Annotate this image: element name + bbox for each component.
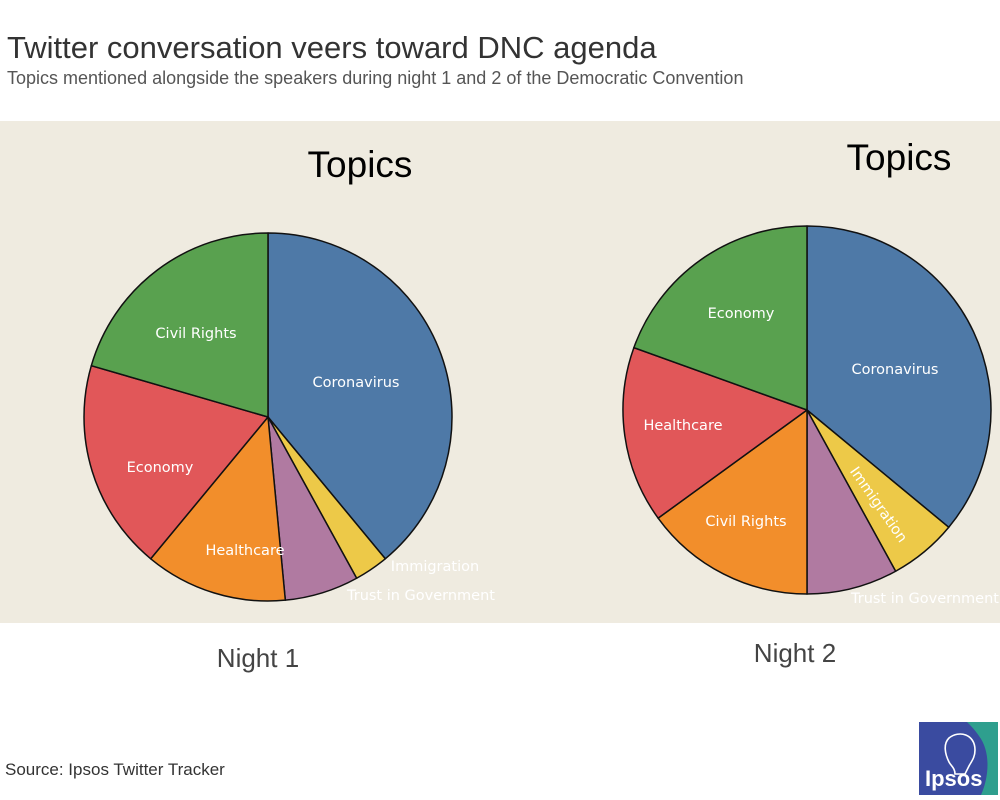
chart-title: Topics [308, 144, 413, 185]
slice-label: Coronavirus [313, 375, 400, 391]
slice-label: Healthcare [643, 418, 722, 434]
pie-slice-trust-in-government [806, 409, 897, 595]
slice-label: Healthcare [205, 543, 284, 559]
slice-label: Coronavirus [852, 362, 939, 378]
pie-slice-healthcare [622, 346, 808, 519]
night-label: Night 2 [754, 638, 836, 668]
slice-label: Economy [708, 306, 775, 322]
pie-slice-economy [633, 225, 808, 411]
pie-chart-1: Topics Coronavirus Immigration Trust in Gov… [83, 144, 495, 673]
pie-slice-coronavirus [267, 232, 453, 560]
slice-label: Civil Rights [705, 514, 786, 530]
slice-label: Trust in Government [850, 591, 999, 607]
pie-slice-civil-rights [657, 409, 808, 595]
pie-slice-healthcare [149, 416, 287, 602]
pie-slice-coronavirus [806, 225, 992, 529]
slice-label: Civil Rights [155, 326, 236, 342]
page-title: Twitter conversation veers toward DNC ag… [7, 30, 657, 65]
ipsos-logo: Ipsos [919, 722, 998, 795]
slice-label: Economy [127, 460, 194, 476]
source-note: Source: Ipsos Twitter Tracker [5, 760, 225, 779]
pie-slice-civil-rights [90, 232, 269, 418]
slice-label: Trust in Government [346, 588, 495, 604]
night-label: Night 1 [217, 643, 299, 673]
logo-head-icon [944, 733, 976, 775]
logo-wordmark: Ipsos [925, 766, 982, 791]
pie-slice-economy [83, 364, 269, 560]
page-subtitle: Topics mentioned alongside the speakers … [7, 68, 744, 88]
logo-leaf-shape [967, 722, 998, 795]
chart-title: Topics [847, 137, 952, 178]
slice-label: Immigration [391, 559, 479, 575]
